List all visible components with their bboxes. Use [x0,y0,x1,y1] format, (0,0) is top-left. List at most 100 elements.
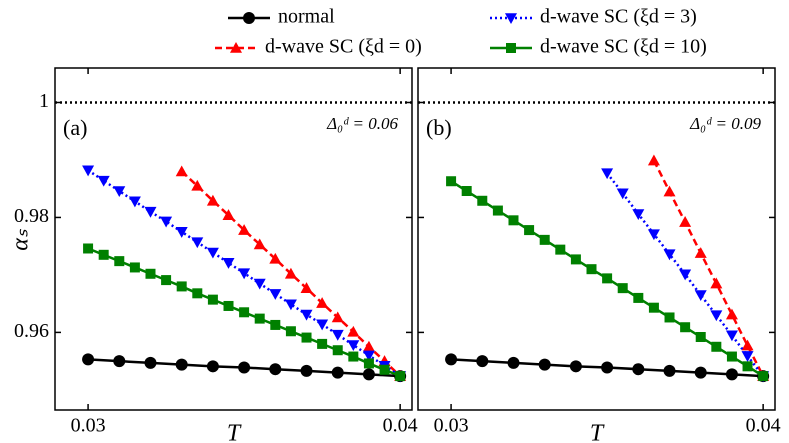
marker [758,371,769,382]
marker [269,289,282,300]
marker [269,363,282,376]
marker [114,256,125,267]
y-axis-label: αₛ [8,228,34,251]
marker [362,340,375,352]
marker [331,311,344,323]
marker [694,290,707,302]
plot-frame [417,67,776,411]
y-tick-label: 0.96 [14,320,49,342]
marker [632,363,645,376]
marker [300,364,313,377]
marker [206,194,219,206]
marker [632,209,645,220]
marker [633,292,644,303]
plot-frame [54,67,413,411]
marker [301,332,312,343]
marker [284,267,297,279]
marker [445,353,458,366]
marker [176,281,187,292]
legend-label: normal [278,6,335,28]
marker [284,299,297,311]
marker [508,215,519,226]
marker [680,322,691,333]
marker [238,224,251,235]
marker [270,319,281,330]
marker [175,165,188,177]
marker [694,366,707,379]
marker [223,300,234,311]
marker [98,249,109,260]
marker [254,313,265,324]
marker [726,351,737,362]
marker [679,269,692,281]
marker [347,340,360,352]
marker [83,243,94,254]
marker [710,310,723,322]
marker [524,225,535,236]
marker [555,244,566,255]
marker [507,356,520,369]
marker [113,355,126,368]
marker [206,247,219,259]
annotation: Δ₀ᵈ = 0.06 [326,114,398,133]
marker [144,206,157,218]
marker [316,319,329,331]
marker [586,264,597,275]
panel-label: (a) [63,115,87,140]
series-line [652,159,765,377]
marker [664,312,675,323]
marker [446,176,457,187]
marker [362,368,375,381]
marker [269,252,282,264]
marker [113,186,126,198]
marker [694,247,707,258]
marker [347,325,360,337]
marker [253,278,266,290]
marker [238,268,251,280]
marker [679,216,692,227]
marker [144,356,157,369]
marker [331,329,344,341]
marker [253,238,266,250]
y-tick-label: 0.98 [14,205,49,227]
marker [362,350,375,362]
marker [539,234,550,245]
marker [569,360,582,373]
marker [648,302,659,313]
marker [710,277,723,289]
marker [663,364,676,377]
marker [285,326,296,337]
marker [711,341,722,352]
marker [725,368,738,381]
panel-label: (b) [426,115,452,140]
marker [239,307,250,318]
marker [82,165,95,177]
marker [647,154,660,166]
marker [230,42,242,53]
marker [461,186,472,197]
marker [476,355,489,368]
marker [175,227,188,238]
marker [663,185,676,197]
marker [222,209,235,220]
marker [191,237,204,249]
marker [741,351,754,362]
x-axis-label: T [590,421,605,443]
marker [348,351,359,362]
marker [602,273,613,284]
marker [300,282,313,293]
annotation: Δ₀ᵈ = 0.09 [689,114,761,133]
x-tick-label: 0.04 [746,415,781,437]
marker [175,358,188,371]
marker [145,268,156,279]
marker [741,339,754,351]
y-tick-label: 1 [39,90,49,112]
marker [128,196,141,208]
x-tick-label: 0.03 [71,415,106,437]
marker [506,43,516,53]
marker [363,358,374,369]
marker [300,309,313,321]
marker [663,249,676,261]
marker [243,12,255,24]
